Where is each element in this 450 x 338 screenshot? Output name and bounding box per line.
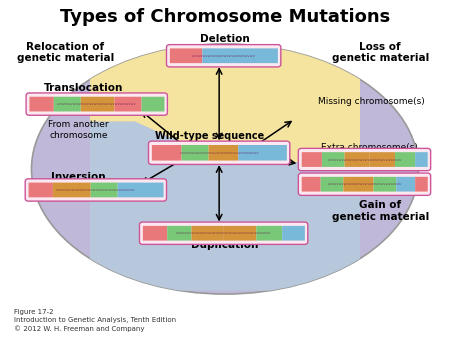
FancyBboxPatch shape bbox=[181, 145, 208, 161]
FancyBboxPatch shape bbox=[118, 183, 164, 197]
FancyBboxPatch shape bbox=[302, 177, 320, 192]
FancyBboxPatch shape bbox=[148, 141, 290, 164]
FancyBboxPatch shape bbox=[370, 152, 395, 167]
Text: Extra chromosome(s): Extra chromosome(s) bbox=[320, 143, 418, 151]
FancyBboxPatch shape bbox=[29, 183, 53, 197]
FancyBboxPatch shape bbox=[192, 226, 224, 241]
FancyBboxPatch shape bbox=[415, 177, 428, 192]
FancyBboxPatch shape bbox=[170, 48, 202, 63]
Text: Missing chromosome(s): Missing chromosome(s) bbox=[318, 97, 425, 106]
FancyBboxPatch shape bbox=[53, 183, 91, 197]
FancyBboxPatch shape bbox=[167, 226, 192, 241]
FancyBboxPatch shape bbox=[91, 183, 118, 197]
FancyBboxPatch shape bbox=[320, 177, 343, 192]
Ellipse shape bbox=[32, 44, 419, 294]
Text: wvwvwvwvwvwvwvwvwvwvwvwvwvwvwv: wvwvwvwvwvwvwvwvwvwvwvwvwvwvwv bbox=[58, 102, 136, 106]
Text: Gain of
genetic material: Gain of genetic material bbox=[332, 200, 429, 222]
FancyBboxPatch shape bbox=[302, 152, 322, 167]
FancyBboxPatch shape bbox=[415, 152, 428, 167]
FancyBboxPatch shape bbox=[224, 226, 256, 241]
FancyBboxPatch shape bbox=[30, 97, 54, 112]
FancyBboxPatch shape bbox=[143, 226, 167, 241]
Text: Deletion: Deletion bbox=[200, 34, 250, 44]
FancyBboxPatch shape bbox=[395, 152, 415, 167]
FancyBboxPatch shape bbox=[152, 145, 181, 161]
FancyBboxPatch shape bbox=[374, 177, 396, 192]
Text: Loss of
genetic material: Loss of genetic material bbox=[332, 42, 429, 63]
Polygon shape bbox=[90, 41, 360, 162]
FancyBboxPatch shape bbox=[256, 226, 282, 241]
Text: Figure 17-2
Introduction to Genetic Analysis, Tenth Edition
© 2012 W. H. Freeman: Figure 17-2 Introduction to Genetic Anal… bbox=[14, 309, 176, 332]
Text: wvwvwvwvwvwvwvwvwvwvwvwvwvwvwv: wvwvwvwvwvwvwvwvwvwvwvwvwvwvwv bbox=[57, 188, 135, 192]
FancyBboxPatch shape bbox=[298, 173, 431, 195]
Text: wvwvwvwvwvwvwvwvwvwvwvwvwvwv: wvwvwvwvwvwvwvwvwvwvwvwvwvwv bbox=[328, 182, 401, 186]
Text: Relocation of
genetic material: Relocation of genetic material bbox=[17, 42, 114, 63]
Text: wvwvwvwvwvwvwvwvwvwvwvwv: wvwvwvwvwvwvwvwvwvwvwvwv bbox=[192, 54, 255, 58]
FancyBboxPatch shape bbox=[322, 152, 345, 167]
FancyBboxPatch shape bbox=[166, 45, 281, 67]
Text: wvwvwvwvwvwvwvwvwvwvwvwvwvwvwv: wvwvwvwvwvwvwvwvwvwvwvwvwvwvwv bbox=[180, 151, 258, 155]
FancyBboxPatch shape bbox=[282, 226, 305, 241]
FancyBboxPatch shape bbox=[345, 152, 370, 167]
Polygon shape bbox=[90, 122, 360, 291]
FancyBboxPatch shape bbox=[114, 97, 141, 112]
FancyBboxPatch shape bbox=[54, 97, 81, 112]
FancyBboxPatch shape bbox=[141, 97, 164, 112]
FancyBboxPatch shape bbox=[238, 145, 287, 161]
Text: wvwvwvwvwvwvwvwvwvwvwvwvwvwv: wvwvwvwvwvwvwvwvwvwvwvwvwvwv bbox=[328, 158, 401, 162]
FancyBboxPatch shape bbox=[25, 179, 166, 201]
Text: Translocation: Translocation bbox=[44, 83, 123, 93]
FancyBboxPatch shape bbox=[208, 145, 239, 161]
Text: Duplication: Duplication bbox=[191, 240, 259, 250]
FancyBboxPatch shape bbox=[343, 177, 374, 192]
Text: Types of Chromosome Mutations: Types of Chromosome Mutations bbox=[60, 8, 390, 26]
Text: From another
chromosome: From another chromosome bbox=[49, 120, 109, 140]
Text: Wild-type sequence: Wild-type sequence bbox=[155, 131, 264, 141]
FancyBboxPatch shape bbox=[396, 177, 415, 192]
Text: Inversion: Inversion bbox=[51, 172, 106, 183]
FancyBboxPatch shape bbox=[298, 148, 431, 171]
FancyBboxPatch shape bbox=[26, 93, 167, 115]
FancyBboxPatch shape bbox=[81, 97, 114, 112]
FancyBboxPatch shape bbox=[140, 222, 308, 244]
FancyBboxPatch shape bbox=[202, 48, 278, 63]
Text: wvwvwvwvwvwvwvwvwvwvwvwvwvwvwvwvwvwv: wvwvwvwvwvwvwvwvwvwvwvwvwvwvwvwvwvwv bbox=[176, 231, 271, 235]
